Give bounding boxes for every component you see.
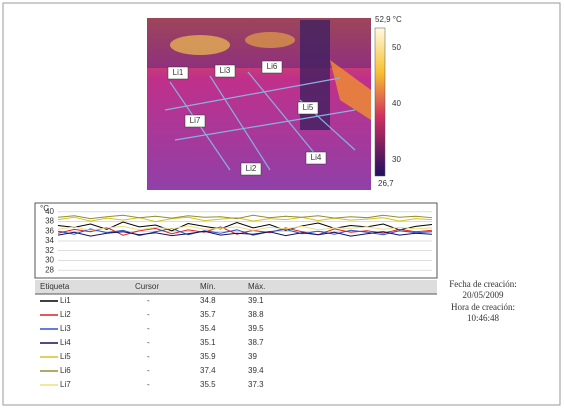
line-label: Li5: [303, 103, 314, 112]
table-header-bg: [35, 280, 437, 294]
table-cell: 38.8: [248, 310, 264, 319]
y-tick-label: 32: [45, 246, 54, 255]
table-cell: 37.4: [200, 366, 216, 375]
series-line: [57, 225, 433, 231]
line-label: Li1: [173, 68, 184, 77]
date-label: Fecha de creación:: [449, 279, 516, 289]
table-cell: Li2: [60, 310, 71, 319]
table-cell: 35.5: [200, 380, 216, 389]
chart-frame: [34, 202, 438, 279]
scale-tick: 40: [392, 99, 401, 108]
table-cell: 35.7: [200, 310, 216, 319]
table-header: Mín.: [200, 282, 216, 291]
table-cell: -: [147, 338, 150, 347]
y-axis-label: °C: [40, 204, 49, 213]
table-cell: -: [147, 366, 150, 375]
table: Etiqueta Cursor Mín. Máx. Li1 - 34.8 39.1 Li2 - 35…: [40, 282, 265, 389]
color-scale: 52,9 °C 50 40 30 26,7: [374, 15, 402, 188]
table-cell: Li7: [60, 380, 71, 389]
table-cell: 39.5: [248, 324, 264, 333]
time: 10:46:48: [467, 313, 500, 323]
y-tick-label: 38: [45, 217, 54, 226]
y-tick-label: 34: [45, 236, 54, 245]
series-line: [57, 216, 433, 223]
scale-min: 26,7: [378, 179, 394, 188]
table-cell: 35.4: [200, 324, 216, 333]
date: 20/05/2009: [462, 290, 504, 300]
series-line: [57, 221, 433, 232]
table-cell: Li3: [60, 324, 71, 333]
info: Fecha de creación: 20/05/2009 Hora de cr…: [449, 279, 516, 323]
table-cell: 38.7: [248, 338, 264, 347]
line-label: Li4: [311, 153, 322, 162]
y-tick-label: 40: [45, 207, 54, 216]
line-label: Li7: [190, 116, 201, 125]
table-header: Máx.: [248, 282, 265, 291]
line-label: Li2: [246, 164, 257, 173]
series-line: [57, 230, 433, 237]
table-cell: -: [147, 324, 150, 333]
table-cell: Li1: [60, 296, 71, 305]
table-cell: 37.3: [248, 380, 264, 389]
scale-tick: 30: [392, 155, 401, 164]
table-cell: 39.1: [248, 296, 264, 305]
series-line: [57, 227, 433, 237]
table-cell: Li6: [60, 366, 71, 375]
table-cell: -: [147, 352, 150, 361]
scale-tick: 50: [392, 43, 401, 52]
thermal-image: Li1 Li3 Li6 Li5 Li7 Li2 Li4: [147, 18, 371, 190]
table-cell: 35.1: [200, 338, 216, 347]
scale-max: 52,9 °C: [375, 15, 402, 24]
y-tick-label: 28: [45, 265, 54, 274]
y-tick-label: 30: [45, 256, 54, 265]
table-cell: Li5: [60, 352, 71, 361]
time-label: Hora de creación:: [451, 302, 515, 312]
table-header: Etiqueta: [40, 282, 70, 291]
table-cell: -: [147, 310, 150, 319]
table-cell: -: [147, 380, 150, 389]
table-cell: 34.8: [200, 296, 216, 305]
table-cell: 39.4: [248, 366, 264, 375]
line-label: Li3: [220, 66, 231, 75]
table-cell: 39: [248, 352, 257, 361]
series-line: [57, 214, 433, 220]
table-header: Cursor: [135, 282, 159, 291]
line-label: Li6: [267, 62, 278, 71]
y-tick-label: 36: [45, 226, 54, 235]
table-cell: 35.9: [200, 352, 216, 361]
table-cell: Li4: [60, 338, 71, 347]
table-cell: -: [147, 296, 150, 305]
